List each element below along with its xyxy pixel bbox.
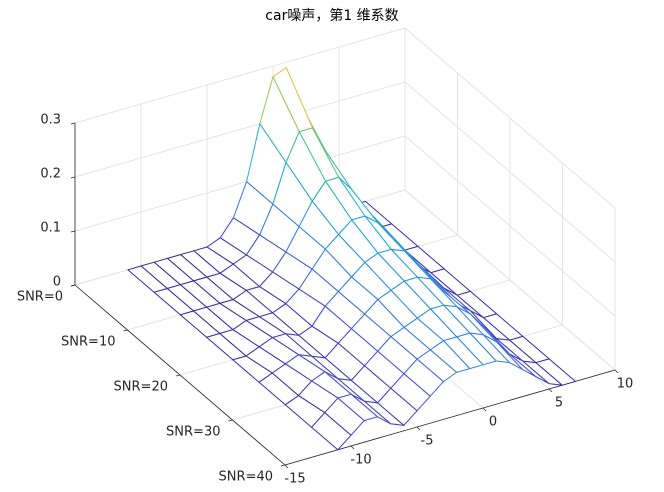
x-tick	[416, 426, 421, 431]
mesh-cell	[311, 412, 352, 451]
mesh-surface	[127, 67, 576, 451]
y-tick-label: SNR=0	[17, 290, 63, 305]
y-tick-label: SNR=20	[114, 380, 168, 395]
z-tick-label: 0.2	[40, 167, 61, 182]
y-tick-label: SNR=40	[219, 470, 273, 485]
x-tick	[284, 464, 289, 469]
x-tick-label: 10	[617, 377, 634, 392]
grid-line	[404, 189, 616, 371]
z-tick	[70, 176, 76, 179]
grid-line	[74, 135, 406, 232]
y-tick	[228, 419, 233, 422]
x-tick-label: -10	[350, 453, 371, 468]
x-tick	[350, 445, 355, 450]
tick-labels: -15 -10 -5 0 5 10 SNR=0 SNR=10 SNR=20 SNR=30 SNR=4…	[17, 113, 633, 487]
x-tick-label: -15	[284, 472, 305, 487]
z-tick-label: 0.1	[40, 221, 61, 236]
z-tick-label: 0.3	[40, 113, 61, 128]
grid-line	[404, 81, 616, 263]
z-tick-label: 0	[53, 275, 61, 290]
y-tick	[175, 374, 181, 377]
x-tick-label: -5	[421, 434, 434, 449]
y-tick-label: SNR=30	[166, 425, 220, 440]
x-tick-label: 0	[489, 415, 497, 430]
grid-line	[74, 81, 406, 178]
x-tick	[614, 369, 619, 374]
chart-title: car噪声，第1 维系数	[265, 7, 398, 24]
axis-edge	[284, 369, 616, 466]
x-tick	[482, 407, 487, 412]
z-tick	[70, 230, 76, 233]
y-tick	[280, 464, 286, 467]
grid-line	[404, 27, 616, 209]
z-tick	[70, 122, 76, 125]
grid-line	[74, 27, 406, 124]
y-tick-label: SNR=10	[61, 335, 115, 350]
x-tick	[548, 388, 553, 393]
z-tick	[70, 284, 76, 287]
x-tick-label: 5	[555, 396, 563, 411]
grid-line	[404, 135, 616, 317]
y-tick	[123, 329, 128, 332]
